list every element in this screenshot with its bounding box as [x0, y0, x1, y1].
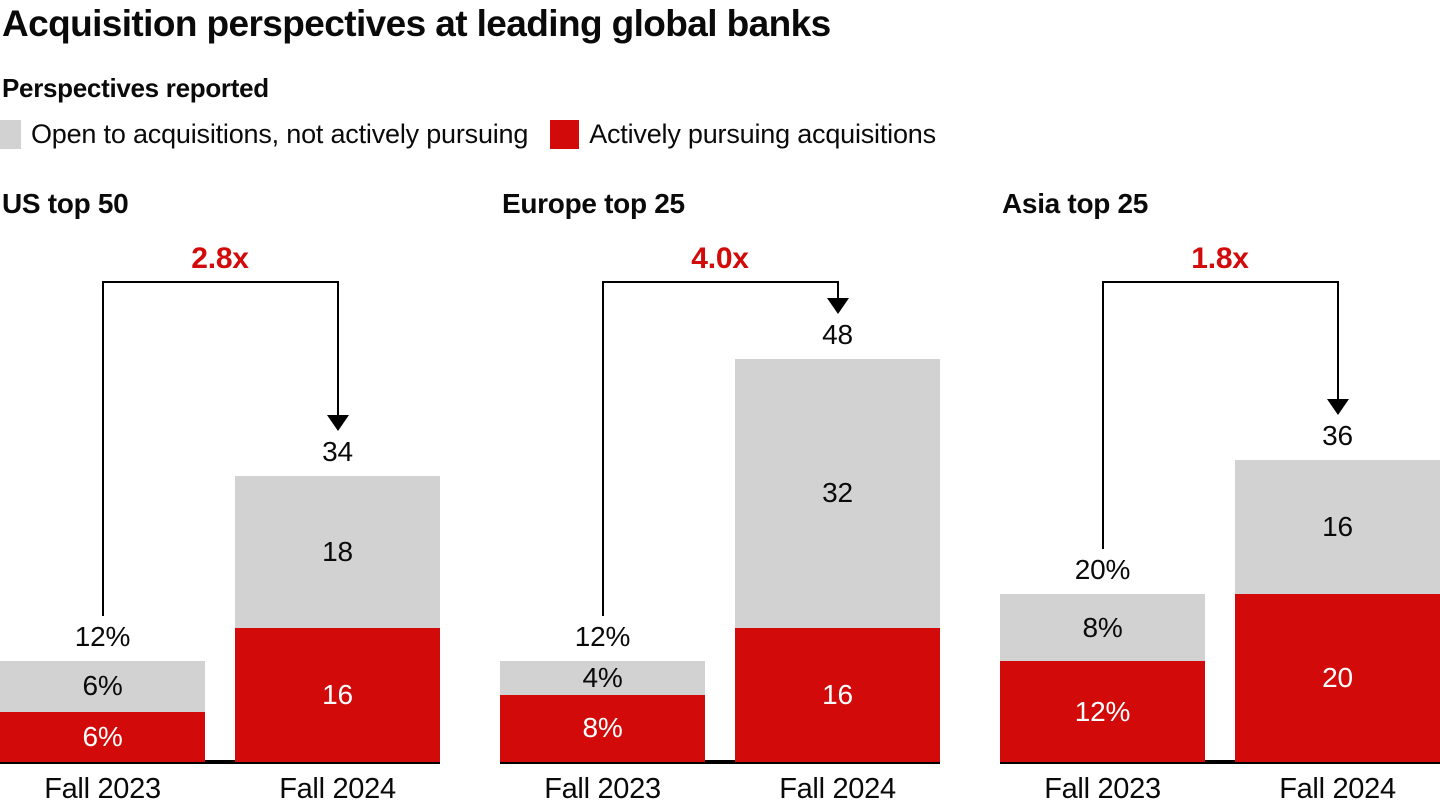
segment-label-open-asia-top-25-fall-2023: 8%: [1082, 611, 1123, 643]
panel-title-asia-top-25: Asia top 25: [1002, 188, 1149, 219]
segment-active-europe-top-25-fall-2023: 8%: [500, 694, 705, 762]
segment-open-europe-top-25-fall-2023: 4%: [500, 661, 705, 695]
legend-label-active: Actively pursuing acquisitions: [589, 119, 936, 149]
legend-swatch-open-icon: [0, 119, 21, 149]
segment-label-open-europe-top-25-fall-2024: 32: [822, 477, 853, 509]
bar-total-label-europe-top-25-fall-2024: 48: [822, 318, 853, 350]
growth-arrowhead-icon-asia-top-25: [1326, 398, 1349, 415]
bar-europe-top-25-fall-2023: 4% 8%: [500, 661, 705, 762]
bar-total-label-asia-top-25-fall-2024: 36: [1322, 419, 1353, 451]
segment-active-us-top-50-fall-2023: 6%: [0, 711, 205, 762]
segment-label-open-asia-top-25-fall-2024: 16: [1322, 510, 1353, 542]
legend: Open to acquisitions, not actively pursu…: [0, 118, 936, 150]
bar-total-label-us-top-50-fall-2024: 34: [322, 436, 353, 468]
segment-label-active-asia-top-25-fall-2024: 20: [1322, 661, 1353, 693]
growth-multiplier-label-europe-top-25: 4.0x: [691, 242, 749, 275]
legend-label-open: Open to acquisitions, not actively pursu…: [31, 119, 529, 149]
x-axis-label-asia-top-25-fall-2024: Fall 2024: [1279, 773, 1396, 805]
bar-us-top-50-fall-2024: 18 16: [235, 476, 440, 762]
x-axis-line-europe-top-25: [500, 760, 940, 764]
growth-arrow-shaft-asia-top-25: [1336, 281, 1339, 401]
growth-arrowhead-icon-us-top-50: [326, 415, 349, 432]
chart-title: Acquisition perspectives at leading glob…: [2, 3, 831, 44]
growth-arrow-hline-europe-top-25: [601, 281, 839, 283]
growth-arrow-stub-europe-top-25: [601, 281, 604, 617]
segment-open-asia-top-25-fall-2024: 16: [1235, 459, 1440, 594]
growth-arrowhead-icon-europe-top-25: [826, 297, 849, 314]
legend-heading: Perspectives reported: [2, 73, 269, 103]
segment-active-asia-top-25-fall-2024: 20: [1235, 593, 1440, 762]
panel-title-us-top-50: US top 50: [2, 188, 129, 219]
x-axis-line-asia-top-25: [1000, 760, 1440, 764]
segment-label-active-asia-top-25-fall-2023: 12%: [1074, 695, 1131, 727]
segment-open-us-top-50-fall-2024: 18: [235, 476, 440, 628]
segment-active-europe-top-25-fall-2024: 16: [735, 627, 940, 762]
segment-open-asia-top-25-fall-2023: 8%: [1000, 594, 1205, 662]
legend-swatch-active-icon: [550, 119, 580, 149]
x-axis-label-asia-top-25-fall-2023: Fall 2023: [1044, 773, 1161, 805]
segment-label-active-us-top-50-fall-2023: 6%: [82, 720, 123, 752]
segment-label-open-europe-top-25-fall-2023: 4%: [582, 661, 623, 693]
growth-arrow-stub-us-top-50: [101, 281, 104, 617]
legend-item-open: Open to acquisitions, not actively pursu…: [0, 118, 528, 150]
growth-multiplier-label-us-top-50: 2.8x: [191, 242, 249, 275]
panel-title-europe-top-25: Europe top 25: [502, 188, 685, 219]
growth-arrow-hline-us-top-50: [101, 281, 339, 283]
bar-us-top-50-fall-2023: 6% 6%: [0, 661, 205, 762]
bar-total-label-europe-top-25-fall-2023: 12%: [574, 621, 631, 653]
legend-item-active: Actively pursuing acquisitions: [550, 118, 936, 150]
segment-label-open-us-top-50-fall-2023: 6%: [82, 670, 123, 702]
segment-active-us-top-50-fall-2024: 16: [235, 627, 440, 762]
segment-active-asia-top-25-fall-2023: 12%: [1000, 661, 1205, 762]
bar-asia-top-25-fall-2024: 16 20: [1235, 459, 1440, 762]
growth-arrow-stub-asia-top-25: [1101, 281, 1104, 549]
growth-arrow-hline-asia-top-25: [1101, 281, 1339, 283]
bar-europe-top-25-fall-2024: 32 16: [735, 358, 940, 762]
x-axis-label-europe-top-25-fall-2023: Fall 2023: [544, 773, 661, 805]
growth-multiplier-label-asia-top-25: 1.8x: [1191, 242, 1249, 275]
growth-arrow-shaft-us-top-50: [336, 281, 339, 418]
segment-label-active-europe-top-25-fall-2023: 8%: [582, 712, 623, 744]
bar-asia-top-25-fall-2023: 8% 12%: [1000, 594, 1205, 762]
x-axis-label-europe-top-25-fall-2024: Fall 2024: [779, 773, 896, 805]
growth-arrow-shaft-europe-top-25: [836, 281, 839, 300]
segment-open-europe-top-25-fall-2024: 32: [735, 358, 940, 628]
segment-label-active-us-top-50-fall-2024: 16: [322, 678, 353, 710]
x-axis-label-us-top-50-fall-2023: Fall 2023: [44, 773, 161, 805]
segment-label-active-europe-top-25-fall-2024: 16: [822, 678, 853, 710]
segment-label-open-us-top-50-fall-2024: 18: [322, 535, 353, 567]
segment-open-us-top-50-fall-2023: 6%: [0, 661, 205, 712]
bar-total-label-us-top-50-fall-2023: 12%: [74, 621, 131, 653]
x-axis-label-us-top-50-fall-2024: Fall 2024: [279, 773, 396, 805]
x-axis-line-us-top-50: [0, 760, 440, 764]
bar-total-label-asia-top-25-fall-2023: 20%: [1074, 554, 1131, 585]
